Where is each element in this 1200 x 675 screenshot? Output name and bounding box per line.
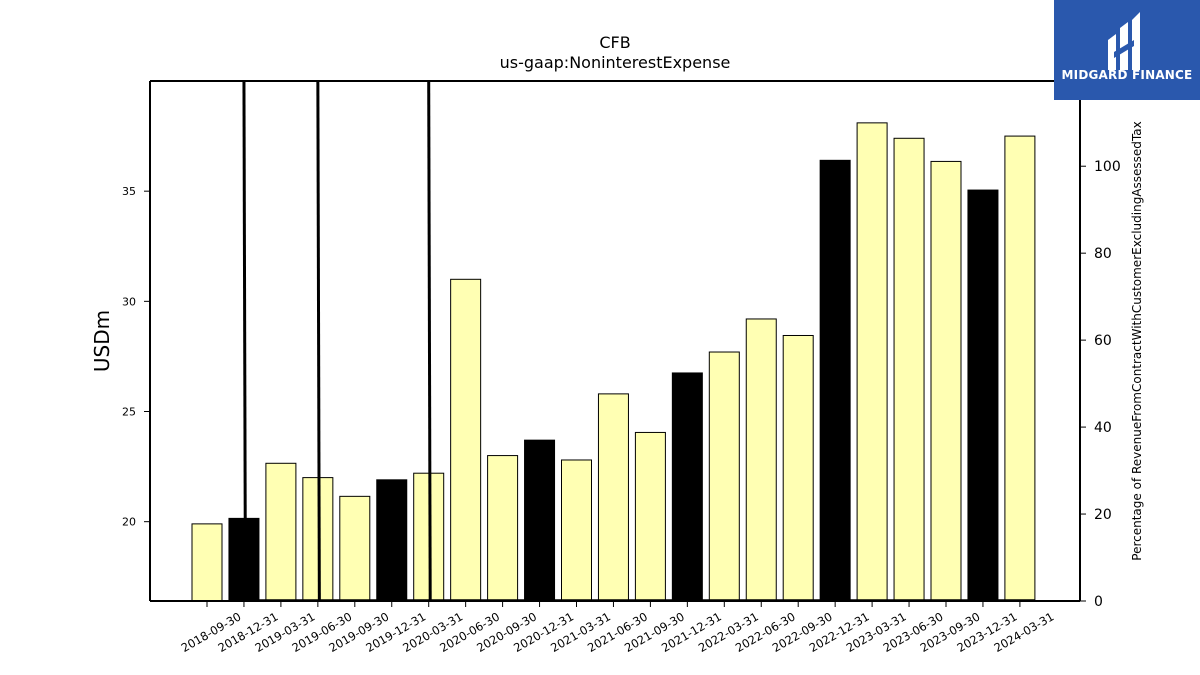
line-spike-2019-06-30 [316, 80, 321, 601]
bar-2020-09-30 [487, 455, 519, 602]
y2-axis-label: Percentage of RevenueFromContractWithCus… [1130, 121, 1144, 560]
logo-text: MIDGARD FINANCE [1061, 68, 1193, 82]
line-spike-2018-12-31 [242, 80, 247, 601]
bar-2023-03-31 [856, 122, 888, 602]
bar-2022-06-30 [745, 318, 777, 602]
y-tick-label: 25 [122, 406, 136, 419]
chart-subtitle: us-gaap:NoninterestExpense [500, 53, 731, 72]
bar-2021-09-30 [634, 431, 666, 602]
bar-2020-12-31 [524, 439, 556, 602]
bar-2019-03-31 [265, 462, 297, 602]
y-axis-label: USDm [90, 310, 114, 372]
bar-2024-03-31 [1004, 135, 1036, 602]
bar-2023-09-30 [930, 160, 962, 602]
bar-2021-03-31 [561, 459, 592, 602]
bar-2023-12-31 [967, 189, 999, 602]
bar-2022-12-31 [819, 159, 851, 602]
y2-tick-label: 40 [1094, 420, 1112, 436]
logo-mark-icon [1054, 0, 1200, 100]
y2-tick-label: 20 [1094, 507, 1112, 523]
y2-tick-label: 0 [1094, 594, 1103, 610]
y2-tick-label: 80 [1094, 246, 1112, 262]
bar-2022-09-30 [782, 334, 814, 602]
bar-2023-06-30 [893, 137, 925, 602]
y2-tick-label: 60 [1094, 333, 1112, 349]
y-tick-label: 35 [122, 185, 136, 198]
bar-2020-06-30 [450, 278, 482, 602]
bar-2019-12-31 [376, 479, 408, 602]
midgard-finance-logo: MIDGARD FINANCE [1054, 0, 1200, 100]
bar-2021-06-30 [597, 393, 629, 602]
chart-title: CFB [599, 33, 630, 52]
y2-tick-label: 100 [1094, 159, 1121, 175]
y-tick-label: 20 [122, 516, 136, 529]
line-spike-2020-03-31 [427, 80, 432, 601]
bar-2022-03-31 [708, 351, 740, 602]
bar-2019-09-30 [339, 495, 371, 602]
bar-2021-12-31 [671, 372, 703, 602]
bar-2018-09-30 [191, 523, 223, 602]
y-tick-label: 30 [122, 295, 136, 308]
